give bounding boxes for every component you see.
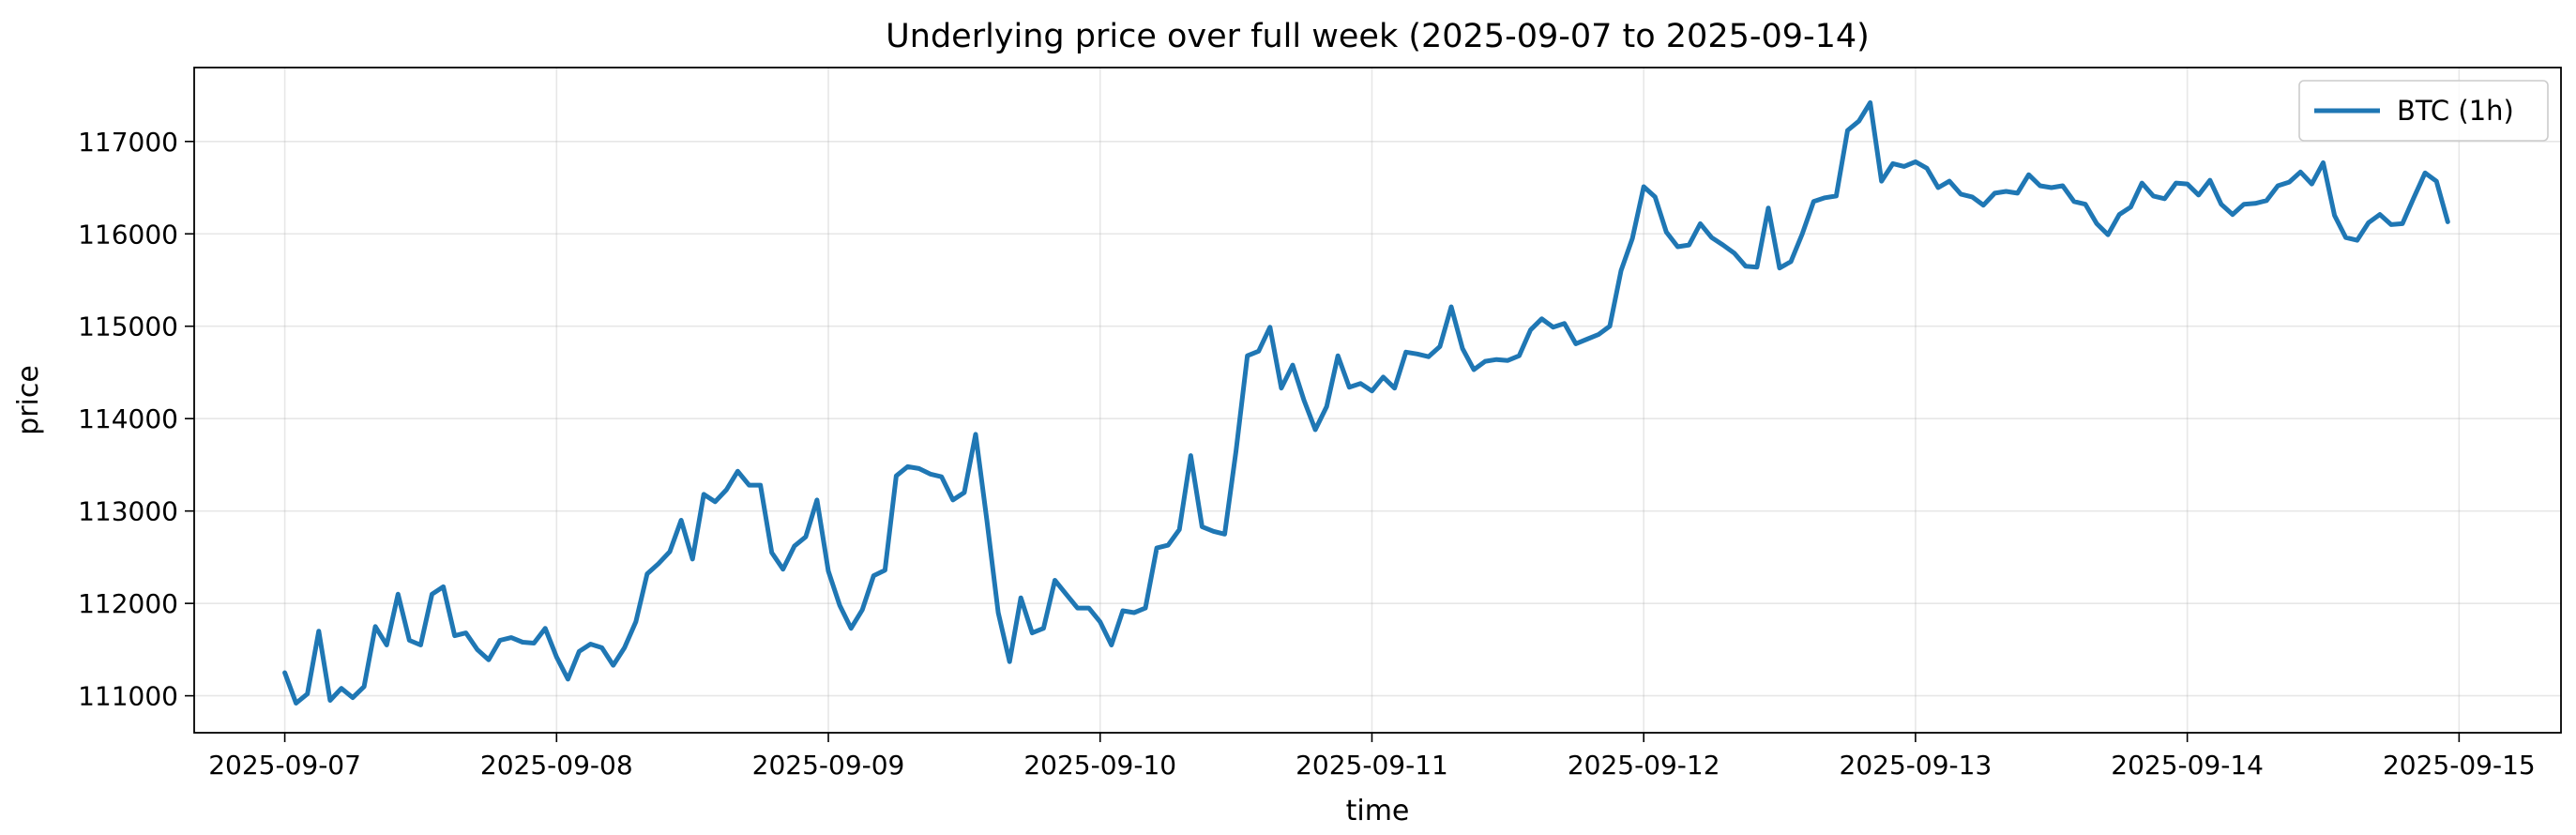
grid-lines xyxy=(194,68,2561,733)
y-tick-label: 112000 xyxy=(78,588,178,619)
plot-frame xyxy=(193,67,2562,734)
legend: BTC (1h) xyxy=(2298,80,2549,142)
y-axis: 111000 112000 113000 114000 115000 116000 1170… xyxy=(78,127,194,712)
legend-box xyxy=(2298,80,2549,142)
y-tick-label: 117000 xyxy=(78,127,178,158)
x-tick-label: 2025-09-13 xyxy=(1840,750,1993,781)
y-axis-title: price xyxy=(12,365,45,435)
x-tick-label: 2025-09-08 xyxy=(480,750,633,781)
x-tick-label: 2025-09-15 xyxy=(2383,750,2536,781)
y-tick-label: 116000 xyxy=(78,219,178,250)
x-axis: 2025-09-07 2025-09-08 2025-09-09 2025-09-10… xyxy=(208,733,2536,781)
x-tick-label: 2025-09-09 xyxy=(752,750,905,781)
y-tick-label: 111000 xyxy=(78,681,178,712)
y-tick-label: 115000 xyxy=(78,311,178,342)
y-tick-label: 114000 xyxy=(78,403,178,434)
legend-label: BTC (1h) xyxy=(2397,95,2514,127)
x-tick-label: 2025-09-14 xyxy=(2111,750,2264,781)
x-tick-label: 2025-09-12 xyxy=(1568,750,1720,781)
x-tick-label: 2025-09-10 xyxy=(1023,750,1176,781)
chart-title: Underlying price over full week (2025-09… xyxy=(886,18,1870,55)
series-line-btc xyxy=(282,99,2450,706)
y-tick-label: 113000 xyxy=(78,496,178,527)
series-layer xyxy=(282,99,2450,706)
x-axis-title: time xyxy=(1346,795,1410,827)
x-tick-label: 2025-09-11 xyxy=(1296,750,1448,781)
x-tick-label: 2025-09-07 xyxy=(208,750,361,781)
